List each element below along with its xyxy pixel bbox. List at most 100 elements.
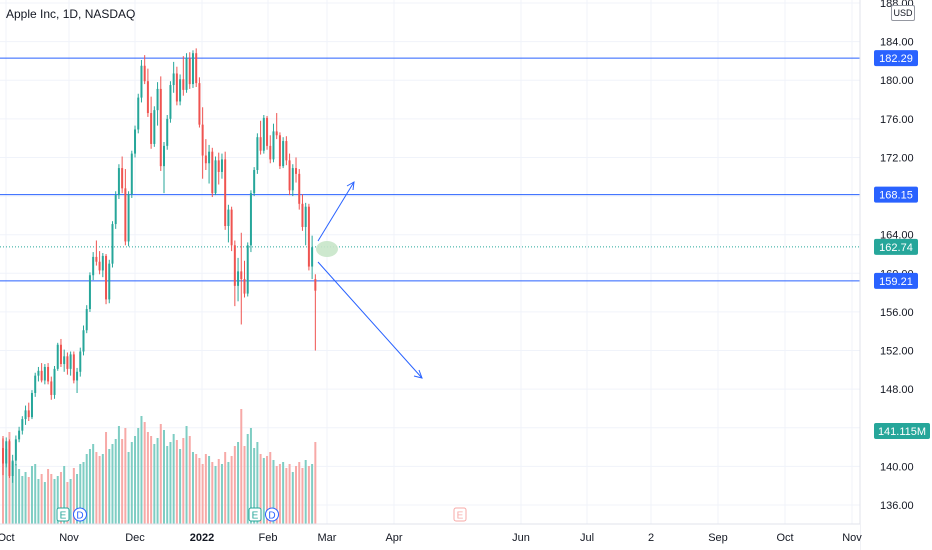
- time-tick-label: Nov: [842, 532, 862, 544]
- candle-body: [140, 65, 143, 98]
- candle-body: [50, 381, 53, 395]
- time-tick-label: Oct: [0, 532, 15, 544]
- volume-bar: [40, 474, 43, 524]
- candle-body: [240, 271, 243, 280]
- candle-body: [146, 81, 149, 114]
- volume-bar: [98, 456, 101, 524]
- volume-bar: [72, 468, 75, 524]
- volume-bar: [121, 439, 124, 524]
- time-tick-label: Feb: [259, 532, 278, 544]
- candle-body: [40, 370, 43, 381]
- price-tick-label: 164.00: [880, 230, 914, 242]
- currency-badge[interactable]: USD: [891, 5, 915, 21]
- volume-bar: [50, 474, 53, 524]
- candle-body: [314, 279, 317, 291]
- volume-bar: [275, 466, 278, 524]
- candle-body: [30, 393, 33, 418]
- arrow-down-head: [413, 369, 423, 379]
- candle-body: [108, 263, 111, 300]
- volume-bar: [243, 446, 246, 524]
- time-tick-label: Mar: [318, 532, 337, 544]
- volume-bar: [47, 469, 50, 524]
- candle-body: [21, 419, 24, 431]
- candle-body: [227, 209, 230, 227]
- candle-body: [5, 441, 8, 464]
- price-tick-label: 156.00: [880, 307, 914, 319]
- candle-body: [204, 155, 207, 164]
- candle-body: [143, 65, 146, 82]
- volume-bar: [224, 452, 227, 524]
- volume-bar: [95, 452, 98, 524]
- candle-body: [159, 88, 162, 167]
- volume-bar: [272, 460, 275, 524]
- last-price-tag: [874, 238, 918, 255]
- volume-bar: [230, 456, 233, 524]
- volume-bar: [159, 424, 162, 524]
- drawing-arrows[interactable]: [316, 181, 423, 379]
- candle-body: [76, 371, 79, 381]
- candle-body: [211, 151, 214, 194]
- candle-body: [214, 160, 217, 194]
- candle-body: [69, 354, 72, 369]
- time-tick-label: Nov: [59, 532, 79, 544]
- chart-title: Apple Inc, 1D, NASDAQ: [6, 7, 136, 21]
- time-tick-label: Jul: [580, 532, 594, 544]
- volume-bar: [92, 444, 95, 524]
- candle-body: [291, 168, 294, 191]
- volume-bar: [304, 460, 307, 524]
- grid-lines: [0, 0, 860, 524]
- volume-bar: [63, 466, 66, 524]
- candle-body: [175, 73, 178, 102]
- volume-bar: [11, 462, 14, 524]
- volume-bar: [314, 442, 317, 524]
- volume-bar: [298, 462, 301, 524]
- volume-bar: [43, 482, 46, 524]
- volume-bar: [66, 482, 69, 524]
- volume-bar: [266, 456, 269, 524]
- candle-body: [56, 344, 59, 369]
- candle-body: [124, 188, 127, 242]
- time-tick-label: Oct: [776, 532, 793, 544]
- volume-bar: [169, 442, 172, 524]
- volume-bar: [288, 464, 291, 524]
- volume-bar: [175, 440, 178, 524]
- volume-bar: [114, 439, 117, 524]
- candle-body: [220, 159, 223, 172]
- level-price-label: 182.29: [879, 53, 913, 65]
- candle-body: [275, 131, 278, 136]
- price-tags: 182.29 168.15 159.21 162.74 141.115M: [874, 50, 930, 439]
- earnings-marker: [453, 507, 467, 522]
- dividend-marker: [73, 507, 87, 522]
- candle-body: [259, 137, 262, 151]
- volume-bar: [220, 464, 223, 524]
- candle-body: [191, 53, 194, 85]
- volume-bar: [166, 446, 169, 524]
- volume-bar: [56, 476, 59, 524]
- candle-body: [298, 173, 301, 204]
- arrow-down-line: [317, 261, 423, 379]
- candle-body: [269, 145, 272, 160]
- volume-bars: [2, 409, 317, 524]
- price-tick-label: 172.00: [880, 152, 914, 164]
- volume-bar: [269, 452, 272, 524]
- candle-body: [127, 194, 130, 242]
- candle-body: [34, 375, 37, 394]
- volume-bar: [246, 434, 249, 524]
- volume-bar: [211, 462, 214, 524]
- volume-bar: [259, 454, 262, 524]
- volume-bar: [18, 469, 21, 524]
- horizontal-levels[interactable]: [0, 57, 860, 282]
- volume-bar: [240, 409, 243, 524]
- candle-body: [166, 118, 169, 146]
- volume-bar: [291, 472, 294, 524]
- candle-body: [233, 245, 236, 286]
- candle-body: [188, 58, 191, 85]
- candle-body: [111, 224, 114, 264]
- candle-body: [11, 460, 14, 477]
- volume-bar: [179, 449, 182, 524]
- candle-body: [198, 83, 201, 125]
- candle-body: [301, 203, 304, 227]
- volume-bar: [253, 448, 256, 524]
